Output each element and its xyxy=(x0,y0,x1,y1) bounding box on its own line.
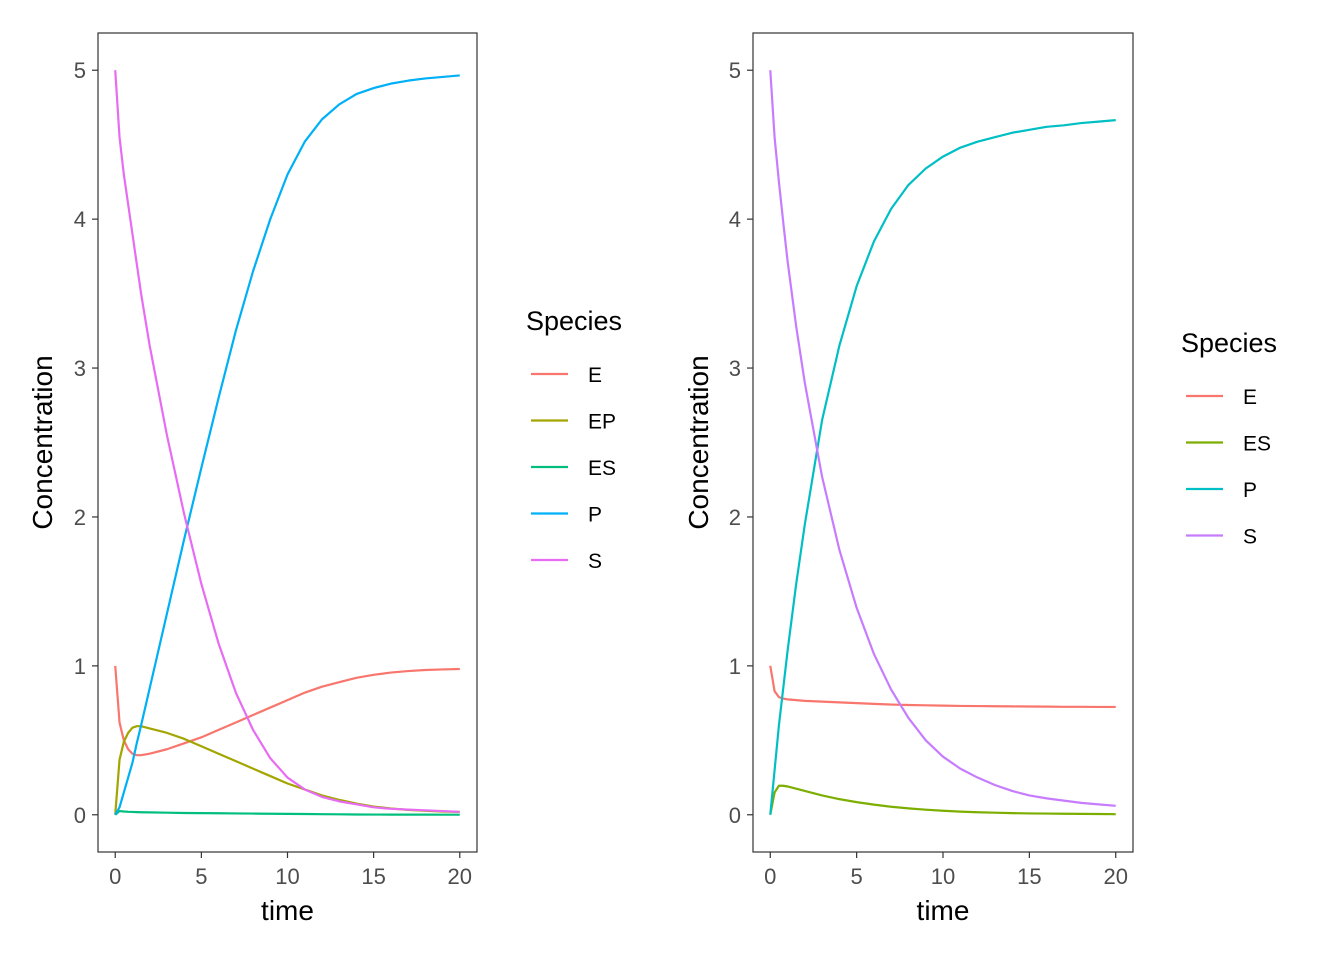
series-line-p xyxy=(769,119,1116,815)
series-line-ep xyxy=(114,725,460,815)
legend-item: ES xyxy=(1186,433,1271,456)
legend-item: EP xyxy=(531,411,616,434)
x-tick-label: 20 xyxy=(1103,864,1127,889)
series-line-e xyxy=(114,665,460,757)
y-tick-label: 2 xyxy=(74,505,86,530)
y-tick-label: 3 xyxy=(74,356,86,381)
legend-label: E xyxy=(588,364,602,387)
x-tick-label: 5 xyxy=(851,864,863,889)
x-axis: 0 5 10 15 20 xyxy=(764,852,1128,889)
legend: Species E EP ES PS xyxy=(526,306,622,573)
legend-label: P xyxy=(588,504,602,527)
y-axis-title: Concentration xyxy=(27,355,58,529)
legend-label: E xyxy=(1243,386,1257,409)
legend-item: S xyxy=(1186,526,1257,549)
legend-title: Species xyxy=(1181,328,1277,358)
legend-label: ES xyxy=(588,457,616,480)
x-tick-label: 5 xyxy=(195,864,207,889)
legend-item: E xyxy=(531,364,602,387)
legend: Species E ES P S xyxy=(1181,328,1277,549)
y-axis: 0 1 2 3 4 5 xyxy=(74,58,98,828)
x-axis-title: time xyxy=(917,895,970,926)
y-tick-label: 1 xyxy=(74,654,86,679)
legend-label: EP xyxy=(588,411,616,434)
legend-label: P xyxy=(1243,479,1257,502)
left-chart: 0 5 10 15 20 0 1 2 3 4 5 time Concentration Species E E… xyxy=(27,32,622,926)
legend-item: P xyxy=(1186,479,1257,502)
legend-item: S xyxy=(531,550,602,573)
series-line-s xyxy=(769,70,1116,807)
legend-item: ES xyxy=(531,457,616,480)
x-tick-label: 10 xyxy=(275,864,299,889)
y-tick-label: 0 xyxy=(74,803,86,828)
right-chart: 0 5 10 15 20 0 1 2 3 4 5 time Concentration Species E E… xyxy=(683,32,1277,926)
x-tick-label: 20 xyxy=(448,864,472,889)
legend-label: ES xyxy=(1243,433,1271,456)
legend-label: S xyxy=(588,550,602,573)
y-tick-label: 2 xyxy=(729,505,741,530)
x-tick-label: 15 xyxy=(1017,864,1041,889)
y-axis-title: Concentration xyxy=(683,355,714,529)
x-tick-label: 15 xyxy=(361,864,385,889)
x-axis: 0 5 10 15 20 xyxy=(109,852,472,889)
series-line-s xyxy=(114,70,460,813)
series-line-e xyxy=(769,665,1116,709)
series-line-es xyxy=(769,784,1116,816)
series-lines xyxy=(769,70,1116,816)
series-line-p xyxy=(114,74,460,816)
legend-title: Species xyxy=(526,306,622,336)
legend-label: S xyxy=(1243,526,1257,549)
x-tick-label: 0 xyxy=(109,864,121,889)
y-tick-label: 4 xyxy=(729,207,741,232)
y-tick-label: 5 xyxy=(74,58,86,83)
y-tick-label: 1 xyxy=(729,654,741,679)
y-axis: 0 1 2 3 4 5 xyxy=(729,58,753,828)
series-line-es xyxy=(114,809,460,816)
y-tick-label: 4 xyxy=(74,207,86,232)
x-tick-label: 10 xyxy=(931,864,955,889)
x-tick-label: 0 xyxy=(764,864,776,889)
legend-item: P xyxy=(531,504,602,527)
x-axis-title: time xyxy=(261,895,314,926)
series-lines xyxy=(114,70,460,816)
y-tick-label: 0 xyxy=(729,803,741,828)
y-tick-label: 5 xyxy=(729,58,741,83)
y-tick-label: 3 xyxy=(729,356,741,381)
legend-item: E xyxy=(1186,386,1257,409)
